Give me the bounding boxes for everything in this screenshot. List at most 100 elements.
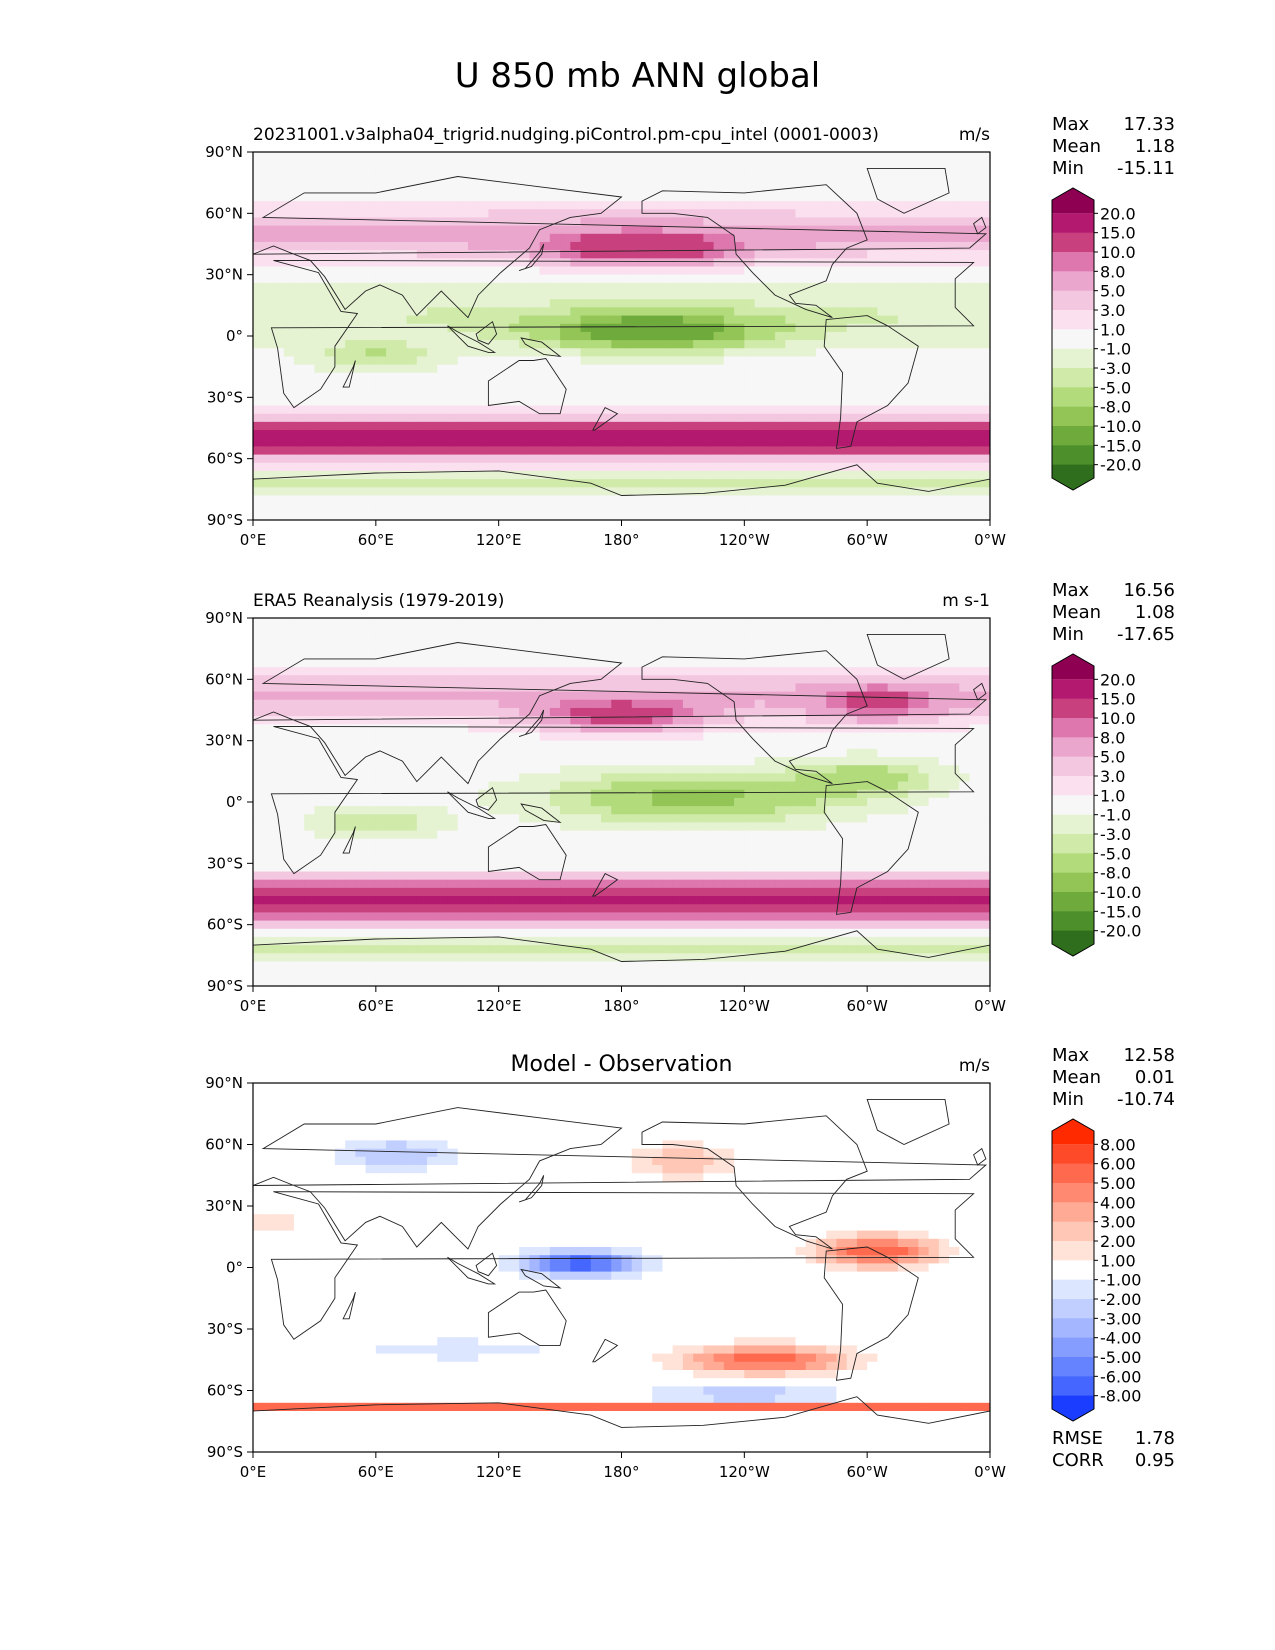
field-cell xyxy=(918,421,930,431)
field-cell xyxy=(314,315,326,325)
field-cell xyxy=(580,340,592,349)
field-cell xyxy=(795,789,807,799)
field-cell xyxy=(754,757,766,766)
field-cell xyxy=(867,626,879,635)
field-cell xyxy=(519,740,530,750)
field-cell xyxy=(549,667,561,676)
field-cell xyxy=(713,773,725,783)
field-cell xyxy=(375,487,387,497)
field-cell xyxy=(908,258,919,268)
field-cell xyxy=(467,315,479,325)
colorbar-label: 1.0 xyxy=(1100,320,1125,339)
field-cell xyxy=(590,781,602,791)
field-cell xyxy=(908,757,919,766)
field-cell xyxy=(846,258,858,268)
field-cell xyxy=(713,201,725,210)
field-cell xyxy=(815,781,827,791)
field-cell xyxy=(979,405,990,415)
field-cell xyxy=(406,323,418,333)
field-cell xyxy=(631,233,643,243)
field-cell xyxy=(621,487,633,497)
field-cell xyxy=(775,372,786,382)
field-cell xyxy=(396,364,408,374)
field-cell xyxy=(508,716,520,725)
field-cell xyxy=(641,773,653,783)
field-cell xyxy=(345,446,356,456)
field-cell xyxy=(570,446,582,456)
field-cell xyxy=(723,331,735,341)
field-cell xyxy=(897,217,909,227)
field-cell xyxy=(416,667,428,676)
field-cell xyxy=(478,773,490,783)
field-cell xyxy=(795,291,807,300)
field-cell xyxy=(508,192,520,202)
field-cell xyxy=(938,282,950,292)
field-cell xyxy=(529,364,541,374)
field-cell xyxy=(662,307,674,317)
field-cell xyxy=(324,258,336,268)
field-cell xyxy=(519,307,530,317)
field-cell xyxy=(386,258,397,268)
field-cell xyxy=(324,291,336,300)
field-cell xyxy=(815,789,827,799)
field-cell xyxy=(293,258,305,268)
field-cell xyxy=(938,315,950,325)
field-cell xyxy=(549,413,561,423)
field-cell xyxy=(764,184,776,194)
field-cell xyxy=(734,683,745,693)
field-cell xyxy=(447,266,459,276)
field-cell xyxy=(386,152,397,161)
field-cell xyxy=(611,233,623,243)
field-cell xyxy=(621,658,633,668)
field-cell xyxy=(795,331,807,341)
field-cell xyxy=(427,233,438,243)
field-cell xyxy=(897,724,909,734)
field-cell xyxy=(734,470,745,480)
field-cell xyxy=(877,299,889,308)
field-cell xyxy=(744,462,756,472)
field-cell xyxy=(815,732,827,742)
field-cell xyxy=(662,233,674,243)
field-cell xyxy=(334,340,346,349)
field-cell xyxy=(365,454,377,464)
field-cell xyxy=(969,757,981,766)
field-cell xyxy=(744,331,756,341)
field-cell xyxy=(508,258,520,268)
field-cell xyxy=(273,389,285,398)
field-cell xyxy=(508,160,520,169)
field-cell xyxy=(785,282,797,292)
field-cell xyxy=(744,626,756,635)
field-cell xyxy=(396,781,408,791)
field-cell xyxy=(897,421,909,431)
field-cell xyxy=(375,397,387,407)
field-cell xyxy=(334,634,346,644)
field-cell xyxy=(375,462,387,472)
field-cell xyxy=(416,372,428,382)
field-cell xyxy=(580,781,592,791)
field-cell xyxy=(815,446,827,456)
field-cell xyxy=(631,266,643,276)
field-cell xyxy=(590,152,602,161)
field-cell xyxy=(386,781,397,791)
field-cell xyxy=(856,397,868,407)
field-cell xyxy=(805,168,817,178)
field-cell xyxy=(693,258,704,268)
field-cell xyxy=(846,299,858,308)
field-cell xyxy=(815,168,827,178)
field-cell xyxy=(959,209,971,219)
field-cell xyxy=(723,282,735,292)
field-cell xyxy=(662,667,674,676)
field-cell xyxy=(293,168,305,178)
field-cell xyxy=(570,699,582,709)
field-cell xyxy=(918,511,930,520)
field-cell xyxy=(601,748,612,758)
field-cell xyxy=(355,732,367,742)
field-cell xyxy=(856,667,868,676)
field-cell xyxy=(601,348,612,358)
field-cell xyxy=(795,707,807,717)
field-cell xyxy=(744,642,756,652)
field-cell xyxy=(498,683,510,693)
field-cell xyxy=(856,675,868,685)
field-cell xyxy=(652,691,664,701)
field-cell xyxy=(703,348,715,358)
